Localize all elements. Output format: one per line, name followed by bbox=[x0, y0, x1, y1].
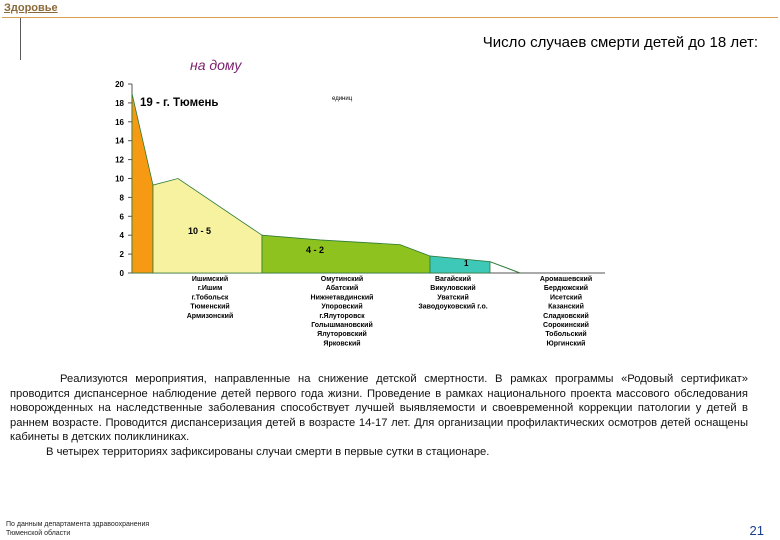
territory-name: Сладковский bbox=[543, 312, 589, 320]
y-tick-label: 2 bbox=[120, 250, 125, 259]
territory-name: Вагайский bbox=[435, 275, 471, 283]
section-link-health[interactable]: Здоровье bbox=[4, 2, 58, 14]
area-group-10-5 bbox=[152, 178, 263, 274]
y-tick-label: 0 bbox=[120, 269, 125, 278]
area-tyumen bbox=[131, 93, 154, 274]
territory-name: Викуловский bbox=[430, 284, 475, 292]
territory-name: г.Тобольск bbox=[192, 293, 229, 301]
territory-name: Нижнетавдинский bbox=[311, 293, 374, 301]
y-tick-label: 8 bbox=[120, 193, 125, 202]
body-paragraph-2: В четырех территориях зафиксированы случ… bbox=[46, 445, 490, 458]
territory-name: Юргинский bbox=[547, 339, 586, 347]
source-note: По данным департамента здравоохранения Т… bbox=[6, 520, 149, 538]
slide-title: Число случаев смерти детей до 18 лет: bbox=[482, 34, 758, 51]
territory-name: Казанский bbox=[548, 303, 584, 311]
source-note-line-1: По данным департамента здравоохранения bbox=[6, 521, 150, 528]
territory-column: АромашевскийБердюжскийИсетскийКазанскийС… bbox=[540, 275, 592, 347]
y-tick-label: 18 bbox=[115, 99, 124, 108]
source-note-line-2: Тюменской области bbox=[6, 530, 71, 537]
territory-name: Голышмановский bbox=[311, 321, 373, 329]
unit-label: единиц bbox=[332, 96, 353, 102]
territory-name: Ялуторовский bbox=[317, 330, 367, 338]
territory-name: Исетский bbox=[550, 293, 582, 301]
territory-name: Ярковский bbox=[323, 339, 360, 347]
territory-name: Тобольский bbox=[545, 330, 586, 338]
territory-name: Сорокинский bbox=[543, 321, 589, 329]
group-label: 1 bbox=[464, 259, 469, 268]
group-label: 4 - 2 bbox=[306, 245, 324, 255]
body-paragraph-1: Реализуются мероприятия, направленные на… bbox=[10, 373, 748, 444]
territory-name: Тюменский bbox=[190, 303, 229, 311]
territory-name: Омутинский bbox=[321, 275, 363, 283]
area-group-4-2 bbox=[261, 234, 431, 274]
y-tick-label: 4 bbox=[120, 231, 125, 240]
y-tick-label: 6 bbox=[120, 212, 125, 221]
territory-name: Аромашевский bbox=[540, 275, 592, 283]
y-tick-label: 12 bbox=[115, 156, 124, 165]
child-mortality-chart: 0 2 4 6 8 10 12 14 16 18 20 единиц 19 - г. Тюмень 10… bbox=[115, 80, 605, 347]
y-tick-label: 16 bbox=[115, 118, 124, 127]
territory-name: г.Ялуторовск bbox=[319, 313, 365, 320]
group-label: 19 - г. Тюмень bbox=[140, 97, 219, 109]
territory-name: Ишимский bbox=[192, 275, 228, 283]
slide-subtitle: на дому bbox=[190, 57, 242, 73]
header-vertical-rule bbox=[20, 18, 21, 60]
territory-name: Уватский bbox=[437, 293, 469, 301]
y-tick-label: 14 bbox=[115, 137, 124, 146]
area-group-1 bbox=[429, 255, 491, 274]
area-tail-line bbox=[489, 261, 521, 274]
y-tick-label: 20 bbox=[115, 80, 124, 89]
territory-name: Бердюжский bbox=[544, 284, 588, 292]
territory-name: Абатский bbox=[326, 284, 359, 292]
group-label: 10 - 5 bbox=[188, 226, 211, 236]
territory-name: Армизонский bbox=[187, 312, 234, 320]
header-divider bbox=[2, 17, 778, 18]
territory-name: Упоровский bbox=[321, 303, 362, 311]
territory-name: Заводоуковский г.о. bbox=[418, 303, 487, 311]
territory-name: г.Ишим bbox=[198, 285, 223, 292]
body-text: Реализуются мероприятия, направленные на… bbox=[10, 372, 748, 460]
page-number: 21 bbox=[749, 523, 764, 538]
y-tick-label: 10 bbox=[115, 175, 124, 184]
